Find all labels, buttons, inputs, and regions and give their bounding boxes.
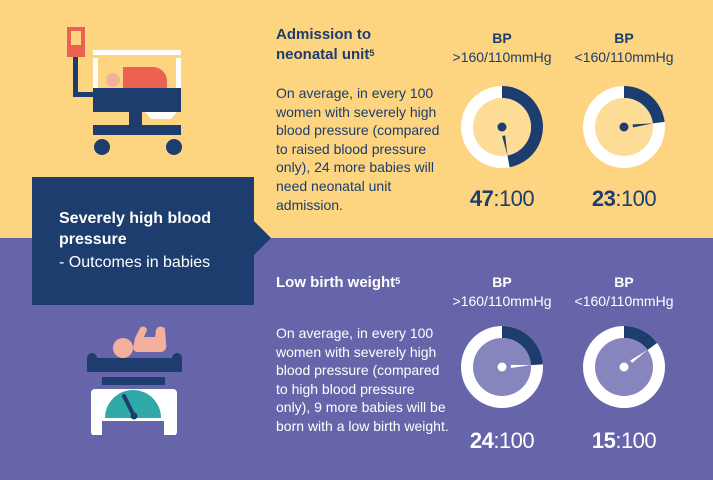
incubator-icon	[67, 27, 182, 155]
neonatal-heading-line1: Admission to	[276, 26, 372, 43]
ratio-denominator: :100	[493, 186, 535, 211]
bp-range: >160/110mmHg	[452, 293, 552, 309]
lbw-footnote: 5	[395, 276, 401, 286]
neonatal-footnote: 5	[369, 48, 375, 58]
bp-range: >160/110mmHg	[452, 49, 552, 65]
callout-subtitle: - Outcomes in babies	[59, 254, 211, 271]
gauge-needle	[630, 349, 648, 364]
bp-range: <160/110mmHg	[574, 293, 674, 309]
baby-scale-icon	[87, 326, 182, 435]
ratio-denominator: :100	[493, 428, 535, 453]
bp-title: BP	[492, 30, 512, 46]
bp-label-s1-c2: BP <160/110mmHg	[559, 29, 689, 67]
gauge-needle	[502, 135, 508, 156]
gauge-value-arc	[502, 86, 543, 168]
lbw-description: On average, in every 100 women with seve…	[276, 325, 449, 434]
bp-range: <160/110mmHg	[574, 49, 674, 65]
gauge-value-arc	[624, 86, 665, 124]
gauge-needle	[510, 364, 531, 368]
ratio-neonatal-raised: 23:100	[559, 186, 689, 212]
title-callout: Severely high blood pressure - Outcomes …	[32, 177, 254, 305]
gauge-hub	[497, 362, 507, 372]
ratio-value: 24	[469, 428, 494, 453]
gauge-hub	[619, 362, 629, 372]
ratio-value: 15	[591, 428, 616, 453]
callout-title: Severely high blood pressure	[59, 210, 212, 248]
ratio-neonatal-high: 47:100	[437, 186, 567, 212]
ratio-lbw-high: 24:100	[437, 428, 567, 454]
gauge-lbw-raised	[583, 326, 665, 408]
ratio-value: 23	[591, 186, 616, 211]
gauge-neonatal-raised	[583, 86, 665, 168]
bp-label-s1-c1: BP >160/110mmHg	[437, 29, 567, 67]
gauge-hub	[619, 122, 629, 132]
gauge-neonatal-high	[461, 86, 543, 168]
bp-title: BP	[614, 274, 634, 290]
bp-title: BP	[492, 274, 512, 290]
neonatal-heading: Admission to neonatal unit5	[276, 25, 374, 65]
ratio-value: 47	[469, 186, 494, 211]
bp-label-s2-c1: BP >160/110mmHg	[437, 273, 567, 311]
ratio-lbw-raised: 15:100	[559, 428, 689, 454]
lbw-heading-text: Low birth weight	[276, 274, 396, 291]
gauge-needle	[632, 123, 653, 128]
ratio-denominator: :100	[615, 428, 657, 453]
gauge-lbw-high	[461, 326, 543, 408]
gauge-hub	[497, 122, 507, 132]
gauge-value-arc	[624, 326, 658, 350]
neonatal-heading-line2: neonatal unit	[276, 46, 370, 63]
bp-label-s2-c2: BP <160/110mmHg	[559, 273, 689, 311]
lbw-heading: Low birth weight5	[276, 273, 400, 293]
neonatal-description: On average, in every 100 women with seve…	[276, 85, 440, 213]
bp-title: BP	[614, 30, 634, 46]
callout-arrow	[253, 220, 271, 256]
ratio-denominator: :100	[615, 186, 657, 211]
gauge-value-arc	[502, 326, 543, 366]
